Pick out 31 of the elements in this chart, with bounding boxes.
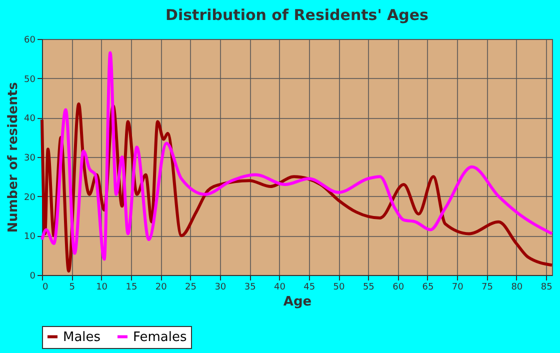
x-tick-label: 85: [540, 282, 552, 292]
x-tick-label: 60: [392, 282, 404, 292]
y-tick-label: 50: [24, 74, 36, 85]
x-tick-label: 15: [126, 282, 138, 292]
x-tick-label: 70: [452, 282, 464, 292]
x-tick-label: 75: [482, 282, 493, 292]
x-tick-label: 10: [96, 282, 108, 292]
x-tick-label: 45: [304, 282, 316, 292]
x-tick-label: 5: [69, 282, 76, 292]
x-tick-label: 50: [333, 282, 346, 292]
chart-title: Distribution of Residents' Ages: [166, 6, 429, 24]
x-tick-label: 30: [214, 282, 226, 292]
y-tick-label: 30: [24, 154, 36, 164]
y-tick-label: 0: [30, 272, 36, 282]
x-tick-label: 20: [155, 282, 168, 292]
y-axis-title: Number of residents: [6, 82, 22, 233]
x-tick-label: 65: [422, 282, 434, 292]
legend-label: Females: [133, 330, 188, 345]
x-axis-title: Age: [283, 294, 312, 310]
y-tick-label: 40: [24, 114, 36, 124]
x-tick-label: 35: [244, 282, 256, 292]
y-tick-label: 10: [24, 232, 36, 242]
x-tick-label: 40: [274, 282, 286, 292]
x-tick-label: 55: [362, 282, 374, 292]
line-series: [40, 51, 554, 261]
x-tick-label: 0: [42, 282, 48, 292]
y-tick-label: 60: [24, 36, 36, 46]
legend-label: Males: [63, 330, 101, 345]
x-tick-label: 80: [511, 282, 523, 292]
y-tick-label: 20: [24, 192, 36, 203]
x-tick-label: 25: [185, 282, 196, 292]
